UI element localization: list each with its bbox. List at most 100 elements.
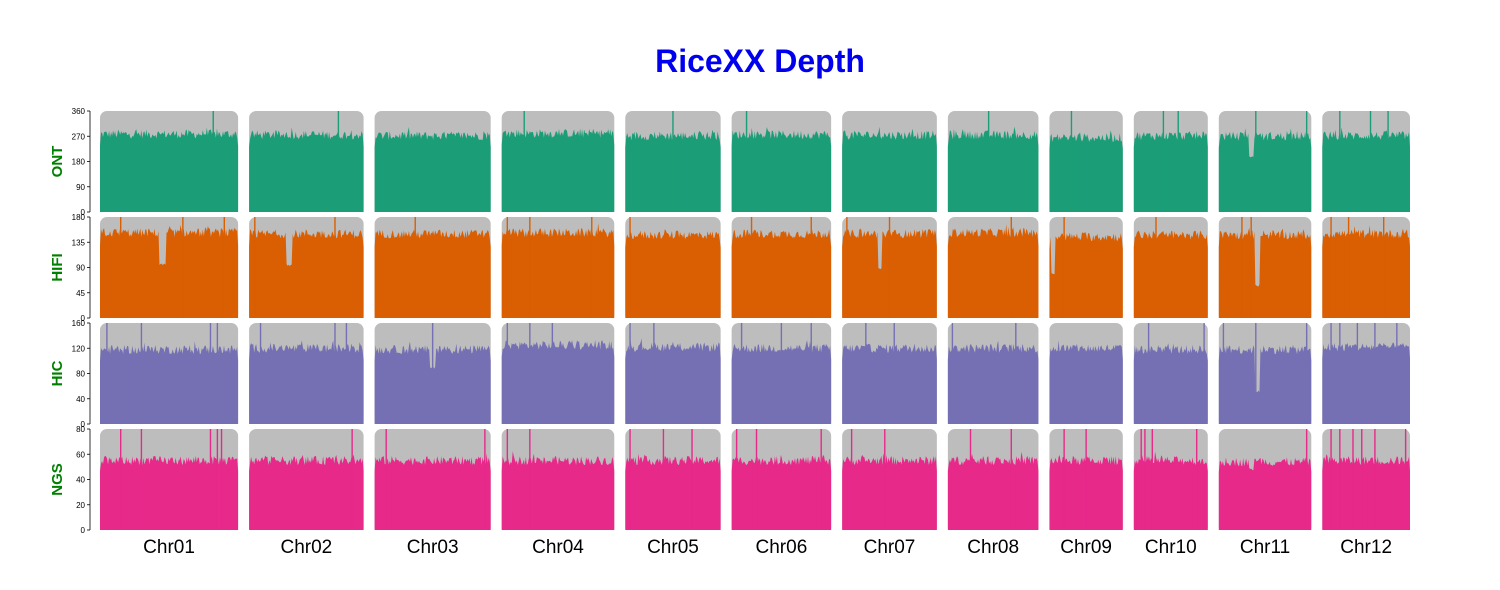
depth-area: [1218, 227, 1312, 318]
panel-hifi-chr07: [842, 217, 937, 323]
row-label-hic: HIC: [49, 360, 66, 386]
chromosome-label-chr10: Chr10: [1145, 537, 1197, 558]
depth-area: [100, 341, 239, 424]
panel-baseline-mask: [249, 212, 364, 217]
panel-ngs-chr06: [731, 429, 832, 535]
panel-baseline-mask: [625, 424, 721, 429]
chromosome-label-chr06: Chr06: [756, 537, 808, 558]
depth-area: [100, 127, 239, 212]
depth-area: [625, 229, 721, 318]
chromosome-label-chr11: Chr11: [1240, 537, 1290, 558]
panel-baseline-mask: [374, 424, 491, 429]
panel-baseline-mask: [374, 318, 491, 323]
y-tick-label: 80: [76, 425, 85, 434]
panel-ngs-chr11: [1218, 429, 1312, 535]
panel-ngs-chr09: [1049, 429, 1123, 535]
panel-baseline-mask: [842, 318, 937, 323]
panel-hic-chr11: [1218, 323, 1312, 429]
panels-group: 0901802703600459013518004080120160020406…: [72, 107, 1410, 535]
panel-ont-chr07: [842, 111, 937, 217]
depth-area: [249, 454, 364, 530]
panel-baseline-mask: [1133, 424, 1208, 429]
panel-ont-chr10: [1133, 111, 1208, 217]
depth-area: [501, 128, 615, 212]
panel-hic-chr05: [625, 323, 721, 429]
depth-area: [731, 454, 832, 530]
panel-baseline-mask: [842, 212, 937, 217]
panel-baseline-mask: [625, 212, 721, 217]
row-labels-group: ONT HIFI HIC NGS: [49, 146, 66, 496]
depth-area: [100, 455, 239, 530]
panel-ont-chr06: [731, 111, 832, 217]
depth-area: [1322, 454, 1410, 530]
panel-baseline-mask: [1049, 530, 1123, 535]
panel-hifi-chr06: [731, 217, 832, 323]
panel-baseline-mask: [1322, 212, 1410, 217]
panel-ont-chr12: [1322, 111, 1410, 217]
depth-area: [1218, 128, 1312, 212]
panel-ngs-chr05: [625, 429, 721, 535]
panel-baseline-mask: [731, 530, 832, 535]
depth-area: [1049, 130, 1123, 212]
depth-area: [1049, 231, 1123, 318]
y-tick-label: 90: [76, 183, 85, 192]
panel-hifi-chr09: [1049, 217, 1123, 323]
y-tick-label: 80: [76, 370, 85, 379]
chromosome-label-chr08: Chr08: [967, 537, 1019, 558]
depth-area: [100, 224, 239, 318]
panel-baseline-mask: [947, 212, 1039, 217]
panel-ont-chr08: [947, 111, 1039, 217]
depth-area: [1133, 343, 1208, 424]
panel-hifi-chr01: [100, 217, 239, 323]
depth-area: [1133, 230, 1208, 318]
panel-baseline-mask: [1322, 530, 1410, 535]
panel-hic-chr06: [731, 323, 832, 429]
panel-hic-chr01: [100, 323, 239, 429]
panel-ngs-chr08: [947, 429, 1039, 535]
y-tick-label: 0: [81, 314, 86, 323]
y-tick-label: 40: [76, 395, 85, 404]
panel-ngs-chr04: [501, 429, 615, 535]
depth-area: [625, 338, 721, 424]
panel-baseline-mask: [947, 530, 1039, 535]
chromosome-label-chr04: Chr04: [532, 537, 584, 558]
chromosome-label-chr12: Chr12: [1340, 537, 1392, 558]
panel-hic-chr02: [249, 323, 364, 429]
panel-ont-chr04: [501, 111, 615, 217]
depth-area: [1322, 342, 1410, 424]
panel-baseline-mask: [100, 424, 239, 429]
panel-ont-chr03: [374, 111, 491, 217]
panel-baseline-mask: [625, 530, 721, 535]
chart-title: RiceXX Depth: [655, 43, 865, 79]
depth-area: [1049, 340, 1123, 424]
y-tick-label: 360: [72, 107, 86, 116]
depth-area: [625, 453, 721, 530]
panel-baseline-mask: [1133, 212, 1208, 217]
panel-baseline-mask: [731, 424, 832, 429]
panel-hic-chr09: [1049, 323, 1123, 429]
panel-baseline-mask: [249, 424, 364, 429]
panel-baseline-mask: [1049, 318, 1123, 323]
panel-ont-chr01: [100, 111, 239, 217]
panel-hifi-chr10: [1133, 217, 1208, 323]
panel-baseline-mask: [625, 318, 721, 323]
panel-hifi-chr11: [1218, 217, 1312, 323]
chromosome-label-chr05: Chr05: [647, 537, 699, 558]
panel-hifi-chr02: [249, 217, 364, 323]
panel-hic-chr04: [501, 323, 615, 429]
y-tick-label: 0: [81, 208, 86, 217]
y-tick-label: 180: [72, 158, 86, 167]
depth-area: [731, 127, 832, 212]
panel-hifi-chr03: [374, 217, 491, 323]
panel-baseline-mask: [1049, 212, 1123, 217]
y-tick-label: 135: [72, 238, 86, 247]
depth-area: [842, 343, 937, 424]
panel-baseline-mask: [1218, 318, 1312, 323]
panel-baseline-mask: [501, 424, 615, 429]
panel-hifi-chr12: [1322, 217, 1410, 323]
chromosome-label-chr07: Chr07: [864, 537, 916, 558]
chromosome-label-chr03: Chr03: [407, 537, 459, 558]
panel-baseline-mask: [374, 530, 491, 535]
depth-area: [374, 453, 491, 530]
